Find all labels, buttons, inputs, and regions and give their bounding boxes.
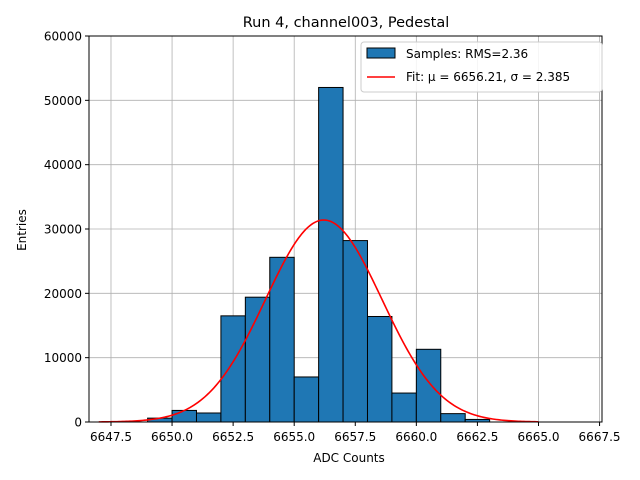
x-tick-label: 6647.5 [90,430,132,444]
histogram-bar [391,392,417,423]
histogram-bar [342,240,368,423]
x-tick-label: 6655.0 [273,430,315,444]
histogram-bar [269,256,295,423]
histogram-bars [147,86,491,423]
legend-frame [360,41,603,93]
x-tick-label: 6652.5 [212,430,254,444]
y-tick-label: 30000 [44,223,82,237]
histogram-bar [440,413,466,423]
x-tick-label: 6667.5 [579,430,621,444]
y-tick-label: 0 [74,416,82,430]
legend-swatch-samples [366,47,396,59]
y-tick-label: 40000 [44,158,82,172]
histogram-bar [318,86,344,423]
y-axis-ticks: 0 10000 20000 30000 40000 50000 60000 [44,30,89,430]
histogram-bar [293,376,320,423]
y-axis-label: Entries [15,209,29,251]
legend-label-samples: Samples: RMS=2.36 [406,47,528,61]
x-axis-ticks: 6647.5 6650.0 6652.5 6655.0 6657.5 6660.0 6662… [90,422,621,444]
histogram-bar [366,315,393,423]
legend-label-fit: Fit: μ = 6656.21, σ = 2.385 [406,70,570,84]
x-tick-label: 6665.0 [517,430,559,444]
fit-curve [98,219,539,423]
x-tick-label: 6657.5 [334,430,376,444]
histogram-bar [171,409,197,423]
histogram-bar [415,348,442,423]
x-tick-label: 6650.0 [151,430,193,444]
x-tick-label: 6662.5 [456,430,498,444]
legend: Samples: RMS=2.36 Fit: μ = 6656.21, σ = … [360,41,603,93]
chart-title: Run 4, channel003, Pedestal [243,15,450,31]
histogram-bar [220,315,246,423]
x-axis-label: ADC Counts [313,451,385,465]
y-tick-label: 50000 [44,94,82,108]
histogram-bar [195,412,222,423]
x-tick-label: 6660.0 [395,430,437,444]
y-tick-label: 20000 [44,287,82,301]
y-tick-label: 60000 [44,30,82,44]
y-tick-label: 10000 [44,351,82,365]
